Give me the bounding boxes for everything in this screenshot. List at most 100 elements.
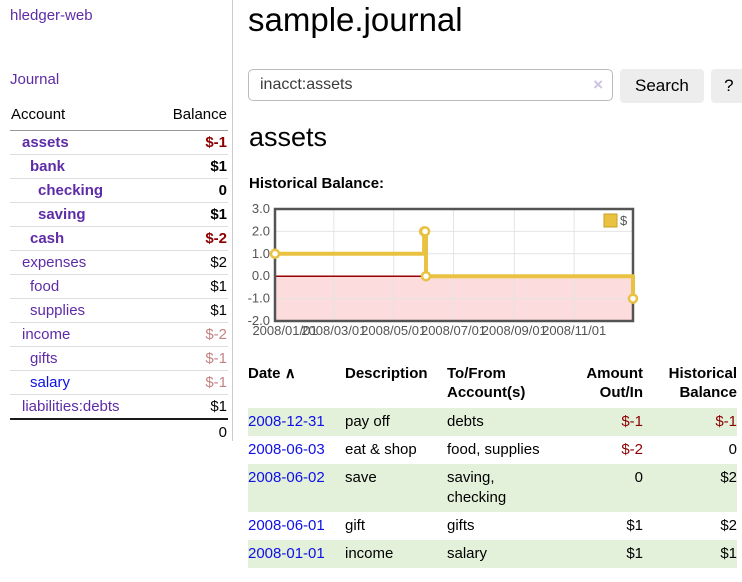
account-row: expenses $2: [10, 250, 228, 275]
transaction-description: eat & shop: [345, 441, 417, 458]
sidebar: hledger-web Journal Account Balance asse…: [0, 0, 233, 445]
historical-balance-chart: 3.0 2.0 1.0 0.0 -1.0 -2.0 2008/01/01 2008/03/01…: [248, 201, 648, 343]
account-row: gifts $-1: [10, 346, 228, 371]
account-balance: $-2: [154, 322, 228, 347]
account-heading: assets: [249, 122, 328, 152]
app-title-link[interactable]: hledger-web: [10, 7, 93, 24]
svg-text:2.0: 2.0: [252, 223, 270, 238]
transaction-balance: $1: [720, 545, 737, 562]
transaction-amount: $1: [626, 517, 643, 534]
accounts-total-row: 0: [10, 418, 228, 445]
account-name-cell: liabilities:debts: [10, 394, 155, 419]
account-balance: $-1: [205, 134, 227, 151]
transaction-amount: $1: [626, 545, 643, 562]
transaction-balance: $2: [720, 469, 737, 486]
account-row: income $-2: [10, 322, 228, 347]
account-row: assets $-1: [10, 131, 228, 155]
account-name-cell: checking: [10, 178, 155, 203]
svg-text:-2.0: -2.0: [248, 313, 270, 328]
account-name-cell: salary: [10, 370, 155, 395]
transaction-row: 2008-12-31 pay off debts $-1 $-1: [248, 408, 737, 436]
transaction-accounts: debts: [447, 413, 484, 430]
transaction-description: save: [345, 469, 377, 486]
transaction-date-cell: 2008-01-01: [248, 540, 345, 568]
chart-point: [627, 293, 639, 304]
column-header-amount: Amount Out/In: [586, 365, 643, 401]
column-header-date[interactable]: Date ∧: [248, 365, 296, 382]
chart-point: [419, 226, 431, 237]
transaction-amount: 0: [634, 469, 643, 486]
help-button[interactable]: ?: [710, 69, 742, 103]
main-content: sample.journal × Search ? assets Histori…: [248, 0, 742, 582]
sidebar-item-journal[interactable]: Journal: [10, 71, 60, 88]
account-row: liabilities:debts $1: [10, 394, 228, 419]
account-name-cell: supplies: [10, 298, 155, 323]
account-row: saving $1: [10, 202, 228, 227]
account-link[interactable]: expenses: [22, 254, 87, 271]
transaction-date-link[interactable]: 2008-06-02: [248, 469, 325, 486]
account-row: salary $-1: [10, 370, 228, 395]
chart-point: [269, 248, 281, 260]
transaction-description: pay off: [345, 413, 390, 430]
transaction-balance: $2: [720, 517, 737, 534]
account-link[interactable]: assets: [22, 134, 69, 151]
transaction-amount: $-1: [621, 413, 643, 430]
account-link[interactable]: salary: [30, 374, 71, 391]
column-header-accounts: To/From Account(s): [447, 365, 526, 401]
transaction-row: 2008-01-01 income salary $1 $1: [248, 540, 737, 568]
account-link[interactable]: saving: [38, 206, 86, 223]
account-row: cash $-2: [10, 226, 228, 251]
column-header-description: Description: [345, 365, 428, 382]
account-name-cell: income: [10, 322, 155, 347]
transaction-date-cell: 2008-06-03: [248, 436, 345, 464]
svg-text:3.0: 3.0: [252, 203, 270, 216]
account-link[interactable]: income: [22, 326, 71, 343]
plot-border: [273, 207, 635, 323]
account-name-cell: food: [10, 274, 155, 299]
account-name-cell: saving: [10, 202, 155, 227]
transaction-date-link[interactable]: 2008-06-01: [248, 517, 325, 534]
transaction-description: gift: [345, 517, 366, 534]
account-link[interactable]: cash: [30, 230, 65, 247]
accounts-table: Account Balance assets $-1 bank $1 checking 0…: [10, 103, 228, 445]
accounts-header-balance: Balance: [154, 103, 228, 131]
transaction-date-cell: 2008-12-31: [248, 408, 345, 436]
search-input[interactable]: [248, 69, 613, 101]
legend-swatch: [603, 213, 618, 228]
accounts-total-balance: 0: [154, 418, 228, 445]
column-header-balance: Historical Balance: [668, 365, 737, 401]
transaction-row: 2008-06-02 save saving, checking 0 $2: [248, 464, 737, 512]
transaction-date-link[interactable]: 2008-12-31: [248, 413, 325, 430]
accounts-header-row: Account Balance: [10, 103, 228, 131]
transaction-date-link[interactable]: 2008-01-01: [248, 545, 325, 562]
account-link[interactable]: food: [30, 278, 60, 295]
account-link[interactable]: gifts: [30, 350, 58, 367]
account-balance: $1: [154, 394, 228, 419]
sort-ascending-icon: ∧: [284, 365, 296, 382]
transaction-row: 2008-06-03 eat & shop food, supplies $-2 0: [248, 436, 737, 464]
search-button[interactable]: Search: [620, 69, 704, 103]
account-balance: $2: [154, 250, 228, 275]
account-balance: $1: [154, 202, 228, 227]
account-link[interactable]: liabilities:debts: [22, 398, 120, 415]
svg-text:2008/09/01: 2008/09/01: [482, 323, 547, 338]
transaction-accounts: saving, checking: [447, 469, 507, 506]
account-row: checking 0: [10, 178, 228, 203]
svg-text:0.0: 0.0: [252, 268, 270, 283]
transaction-accounts: food, supplies: [447, 441, 540, 458]
svg-text:2008/05/01: 2008/05/01: [361, 323, 426, 338]
account-link[interactable]: bank: [30, 158, 66, 175]
transactions-header-row: Date ∧ Description To/From Account(s) Amo…: [248, 362, 737, 408]
clear-search-icon[interactable]: ×: [593, 75, 603, 94]
account-link[interactable]: checking: [38, 182, 104, 199]
accounts-header-account: Account: [10, 103, 155, 131]
account-link[interactable]: supplies: [30, 302, 86, 319]
search-input-wrap: ×: [248, 69, 613, 102]
transaction-description: income: [345, 545, 394, 562]
transaction-row: 2008-06-01 gift gifts $1 $2: [248, 512, 737, 540]
transactions-table: Date ∧ Description To/From Account(s) Amo…: [248, 362, 737, 568]
transaction-date-cell: 2008-06-02: [248, 464, 345, 512]
account-balance: $1: [154, 274, 228, 299]
transaction-date-link[interactable]: 2008-06-03: [248, 441, 325, 458]
svg-text:2008/01/01: 2008/01/01: [252, 323, 317, 338]
